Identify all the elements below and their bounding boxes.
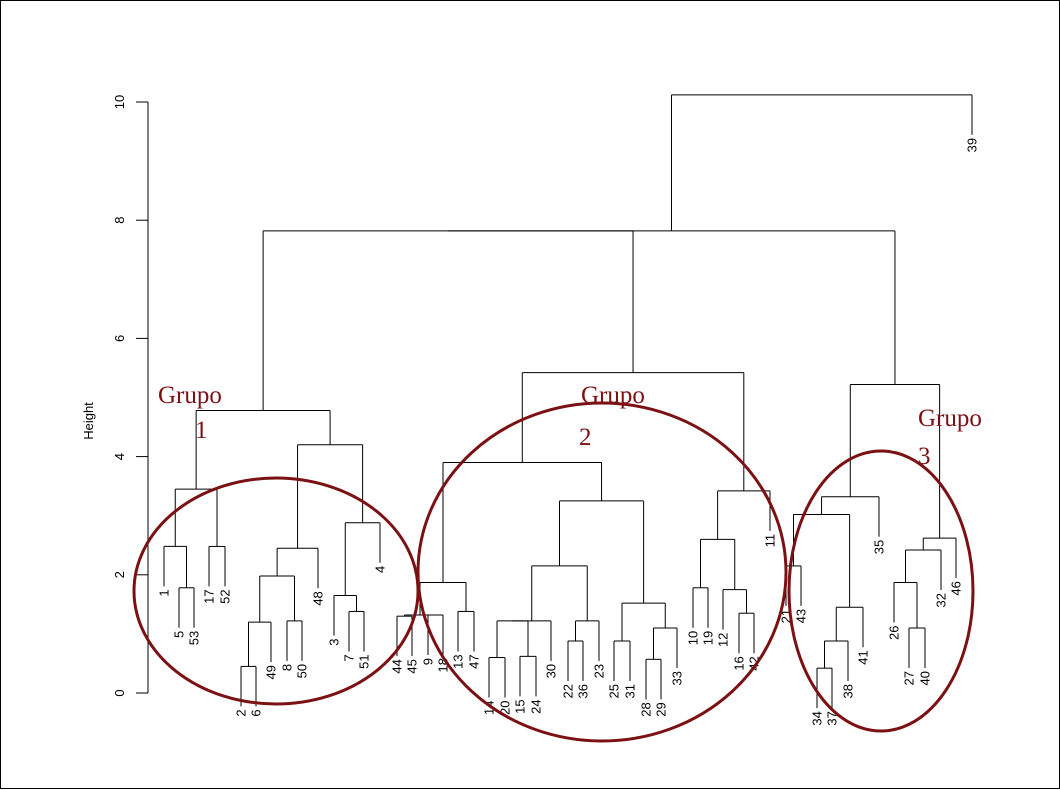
group-2-label: Grupo <box>581 382 645 409</box>
leaf-label: 26 <box>887 625 902 639</box>
leaf-label: 47 <box>467 654 482 668</box>
leaf-label: 25 <box>607 684 622 698</box>
leaf-label: 11 <box>763 534 778 548</box>
leaf-label: 49 <box>264 665 279 679</box>
leaf-label: 27 <box>902 671 917 685</box>
group-1-number: 1 <box>195 417 208 444</box>
leaf-label: 13 <box>451 654 466 668</box>
leaf-label: 3 <box>327 638 342 645</box>
leaf-label: 19 <box>701 631 716 645</box>
leaf-label: 32 <box>934 593 949 607</box>
leaf-label: 45 <box>405 659 420 673</box>
group-3-ellipse <box>787 449 975 733</box>
dendrogram-branches <box>163 94 973 709</box>
leaf-label: 50 <box>295 664 310 678</box>
leaf-label: 9 <box>421 658 436 665</box>
leaf-label: 36 <box>576 684 591 698</box>
leaf-label: 41 <box>856 650 871 664</box>
group-3-number: 3 <box>918 443 931 470</box>
leaf-label: 24 <box>529 699 544 713</box>
leaf-label: 33 <box>670 671 685 685</box>
y-axis-label: Height <box>81 402 96 440</box>
y-tick-label: 8 <box>112 217 127 224</box>
leaf-label: 53 <box>187 631 202 645</box>
leaf-label: 4 <box>373 566 388 573</box>
leaf-label: 29 <box>654 702 669 716</box>
leaf-label: 34 <box>810 711 825 725</box>
group-1-label: Grupo <box>158 382 222 409</box>
leaf-label: 46 <box>949 581 964 595</box>
leaf-label: 23 <box>592 664 607 678</box>
leaf-label: 6 <box>249 709 264 716</box>
leaf-label: 16 <box>732 656 747 670</box>
y-tick-label: 0 <box>112 689 127 696</box>
leaf-label: 28 <box>639 702 654 716</box>
leaf-label: 38 <box>841 684 856 698</box>
leaf-label: 43 <box>794 609 809 623</box>
leaf-label: 30 <box>544 664 559 678</box>
leaf-label: 40 <box>918 671 933 685</box>
leaf-label: 31 <box>623 684 638 698</box>
leaf-label: 48 <box>311 591 326 605</box>
leaf-label: 12 <box>716 633 731 647</box>
leaf-label: 15 <box>513 699 528 713</box>
y-tick-label: 2 <box>112 571 127 578</box>
y-tick-label: 6 <box>112 335 127 342</box>
leaf-label: 2 <box>234 709 249 716</box>
leaf-label: 7 <box>342 654 357 661</box>
y-tick-label: 4 <box>112 453 127 460</box>
leaf-label: 35 <box>872 540 887 554</box>
group-2-ellipse <box>416 401 788 743</box>
leaf-label: 44 <box>390 659 405 673</box>
leaf-label: 20 <box>498 701 513 715</box>
y-axis: 0 2 4 6 8 10 <box>112 95 149 697</box>
leaf-label: 39 <box>965 138 980 152</box>
leaf-label: 5 <box>172 631 187 638</box>
leaf-label: 51 <box>357 654 372 668</box>
leaf-label: 8 <box>280 664 295 671</box>
group-2-number: 2 <box>579 424 592 451</box>
leaf-label: 10 <box>686 631 701 645</box>
leaf-label: 22 <box>561 684 576 698</box>
leaf-label: 1 <box>157 589 172 596</box>
y-tick-label: 10 <box>112 95 127 109</box>
leaf-label: 52 <box>218 589 233 603</box>
group-3-label: Grupo <box>918 405 982 432</box>
group-annotations: Grupo 1 Grupo 2 Grupo 3 <box>132 382 982 743</box>
leaf-label: 17 <box>202 589 217 603</box>
